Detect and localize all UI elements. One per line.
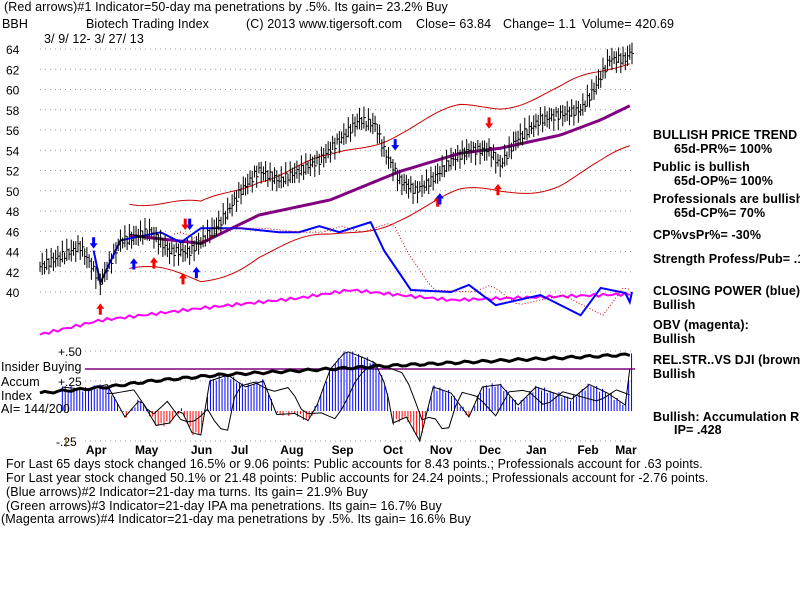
footer-line-year: For Last year stock changed 50.1% or 21.… <box>6 471 709 485</box>
accum-label-lower: Accum <box>1 375 40 389</box>
month-label: Jan <box>526 443 547 457</box>
month-label: Apr <box>86 443 107 457</box>
ai-tick-label: +.50 <box>58 345 82 359</box>
pros-label: Professionals are bullish <box>653 192 800 206</box>
month-label: Oct <box>383 443 403 457</box>
close-value: Close= 63.84 <box>416 17 492 31</box>
closing-power-line <box>92 220 633 317</box>
month-label: Aug <box>280 443 303 457</box>
date-range: 3/ 9/ 12- 3/ 27/ 13 <box>44 32 144 46</box>
signal-arrow-up-icon <box>192 266 201 279</box>
price-tick-label: 42 <box>6 266 20 280</box>
ma50-line <box>129 104 631 245</box>
indicator-1-text: (Red arrows)#1 Indicator=50-day ma penet… <box>4 0 448 14</box>
price-tick-label: 48 <box>6 205 20 219</box>
price-tick-label: 50 <box>6 185 20 199</box>
index-label: Index <box>1 389 33 403</box>
price-tick-label: 40 <box>6 286 20 300</box>
obv-label: OBV (magenta): <box>653 318 749 332</box>
month-label: Dec <box>479 443 501 457</box>
footer-line-65d: For Last 65 days stock changed 16.5% or … <box>6 457 703 471</box>
signal-arrow-down-icon <box>181 218 190 231</box>
ai-tick-label: +.25 <box>58 375 82 389</box>
strength-value: Strength Profess/Pub= .1 <box>653 252 800 266</box>
index-name: Biotech Trading Index <box>86 17 210 31</box>
month-label: Jun <box>191 443 212 457</box>
month-label: May <box>135 443 159 457</box>
insider-buying-label: Insider Buying <box>1 360 82 374</box>
accum-label: Bullish: Accumulation Risi <box>653 410 800 424</box>
op-value: 65d-OP%= 100% <box>674 174 773 188</box>
month-label: Feb <box>577 443 598 457</box>
price-tick-label: 58 <box>6 104 20 118</box>
signal-arrow-down-icon <box>485 117 494 129</box>
cpvspr-value: CP%vsPr%= -30% <box>653 228 762 242</box>
signal-arrow-up-icon <box>96 303 105 315</box>
volume-value: Volume= 420.69 <box>582 17 675 31</box>
price-tick-label: 44 <box>6 246 20 260</box>
month-label: Sep <box>332 443 354 457</box>
ai-tick-label: -.25 <box>56 435 77 449</box>
footer-green-arrows: (Green arrows)#3 Indicator=21-day IPA ma… <box>6 499 442 513</box>
signal-arrow-down-icon <box>89 237 98 249</box>
pr-value: 65d-PR%= 100% <box>674 142 773 156</box>
price-tick-label: 64 <box>6 43 20 57</box>
trend-label: BULLISH PRICE TREND <box>653 128 798 142</box>
signal-arrow-down-icon <box>391 139 400 151</box>
public-label: Public is bullish <box>653 160 750 174</box>
symbol: BBH <box>2 17 29 31</box>
cp-value: 65d-CP%= 70% <box>674 206 766 220</box>
month-label: Nov <box>430 443 453 457</box>
lower-band <box>129 145 630 283</box>
price-tick-label: 46 <box>6 225 20 239</box>
price-tick-label: 52 <box>6 165 20 179</box>
upper-band <box>129 63 630 207</box>
accum-outline <box>62 351 631 443</box>
price-tick-label: 56 <box>6 124 20 138</box>
signal-arrow-up-icon <box>178 272 187 285</box>
copyright: (C) 2013 www.tigersoft.com <box>246 17 403 31</box>
signal-arrow-up-icon <box>435 193 444 205</box>
price-tick-label: 54 <box>6 144 20 158</box>
month-label: Jul <box>231 443 248 457</box>
price-tick-label: 62 <box>6 63 20 77</box>
month-label: Mar <box>615 443 637 457</box>
ai-value: AI= 144/200 <box>1 402 70 416</box>
ip-value: IP= .428 <box>674 423 722 437</box>
change-value: Change= 1.1 <box>503 17 577 31</box>
signal-arrow-up-icon <box>493 183 502 196</box>
closing-power-state: Bullish <box>653 298 696 312</box>
signal-arrow-up-icon <box>129 258 138 270</box>
footer-magenta-arrows: (Magenta arrows)#4 Indicator=21-day ma p… <box>1 512 471 526</box>
closing-power-ma <box>173 223 630 316</box>
relative-strength-line <box>39 352 631 395</box>
footer-blue-arrows: (Blue arrows)#2 Indicator=21-day ma turn… <box>6 485 368 499</box>
obv-state: Bullish <box>653 332 696 346</box>
signal-arrow-down-icon <box>185 218 194 231</box>
signal-arrow-up-icon <box>149 257 158 269</box>
closing-power-label: CLOSING POWER (blue): <box>653 284 800 298</box>
relstr-label: REL.STR..VS DJI (brown) <box>653 353 800 367</box>
price-tick-label: 60 <box>6 84 20 98</box>
relstr-state: Bullish <box>653 367 696 381</box>
accum-ma-line <box>107 363 630 431</box>
